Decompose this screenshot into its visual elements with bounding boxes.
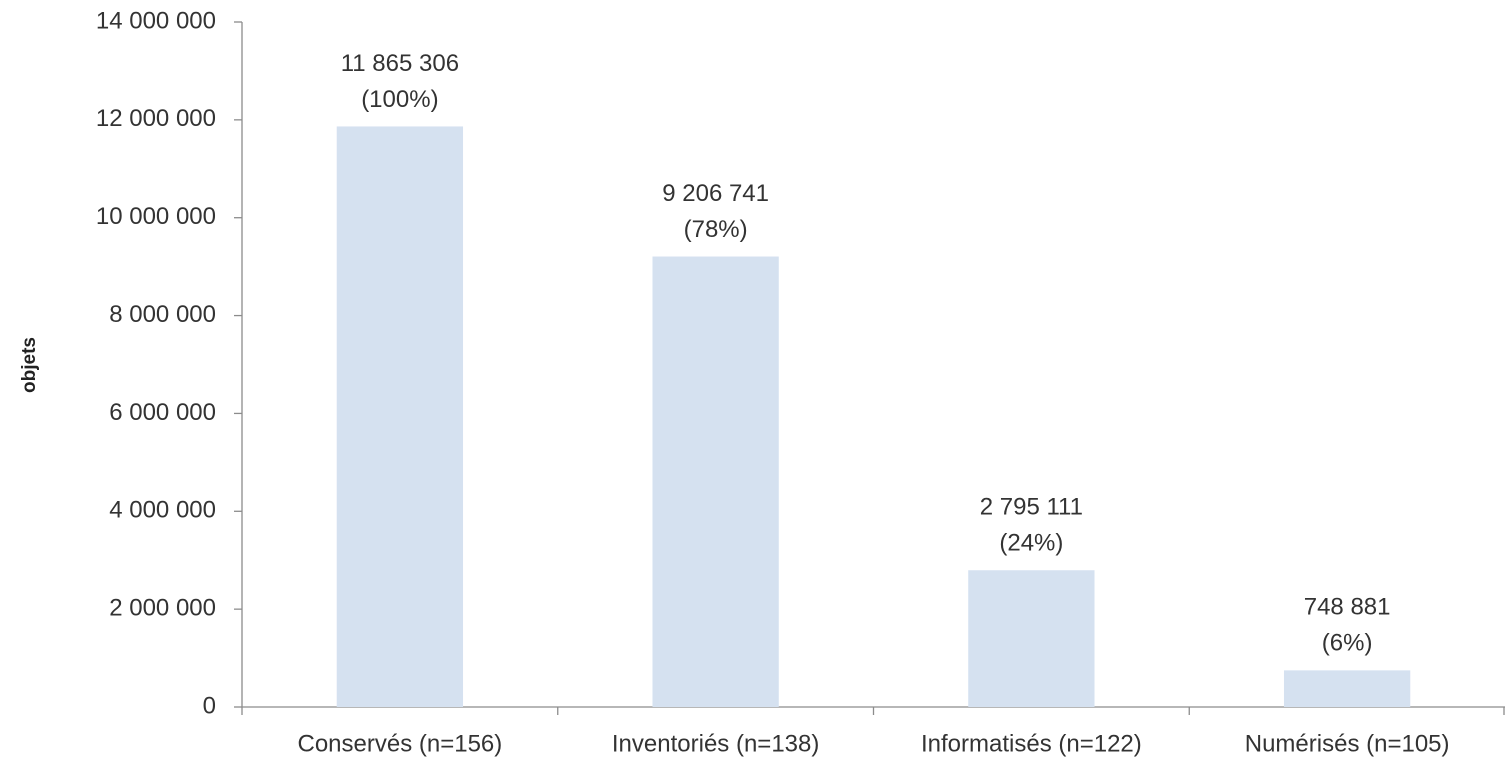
x-tick-label: Informatisés (n=122): [921, 730, 1142, 757]
bar: [336, 126, 464, 708]
y-tick-label: 12 000 000: [96, 105, 216, 132]
share-label: (24%): [999, 530, 1063, 557]
y-tick-label: 8 000 000: [109, 301, 216, 328]
x-tick-label: Conservés (n=156): [297, 730, 502, 757]
bar: [1283, 670, 1411, 707]
x-tick-label: Numérisés (n=105): [1245, 730, 1450, 757]
value-label: 11 865 306: [341, 50, 459, 77]
x-tick-label: Inventoriés (n=138): [612, 730, 819, 757]
y-tick-label: 2 000 000: [109, 594, 216, 621]
bar: [652, 256, 779, 707]
share-label: (78%): [684, 216, 748, 243]
value-label: 9 206 741: [662, 180, 769, 207]
y-tick-label: 14 000 000: [96, 7, 216, 34]
share-label: (6%): [1322, 630, 1373, 657]
y-tick-label: 0: [203, 692, 216, 719]
y-tick-label: 4 000 000: [109, 497, 216, 524]
value-label: 748 881: [1304, 594, 1391, 621]
bar: [968, 570, 1095, 707]
share-label: (100%): [361, 86, 438, 113]
y-tick-label: 10 000 000: [96, 203, 216, 230]
y-axis-label: objets: [19, 337, 40, 393]
y-tick-label: 6 000 000: [109, 399, 216, 426]
value-label: 2 795 111: [980, 494, 1083, 521]
